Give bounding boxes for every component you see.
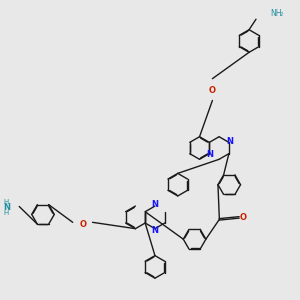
Text: N: N [226,137,234,146]
Text: 2: 2 [280,12,284,17]
Text: O: O [79,220,86,229]
Text: N: N [3,203,10,212]
Text: N: N [152,200,158,209]
Text: N: N [151,226,158,235]
Text: N: N [206,150,213,159]
Text: O: O [209,86,216,95]
Text: O: O [239,213,246,222]
Text: H: H [4,210,9,216]
Text: NH: NH [270,9,281,18]
Text: H: H [4,199,9,205]
